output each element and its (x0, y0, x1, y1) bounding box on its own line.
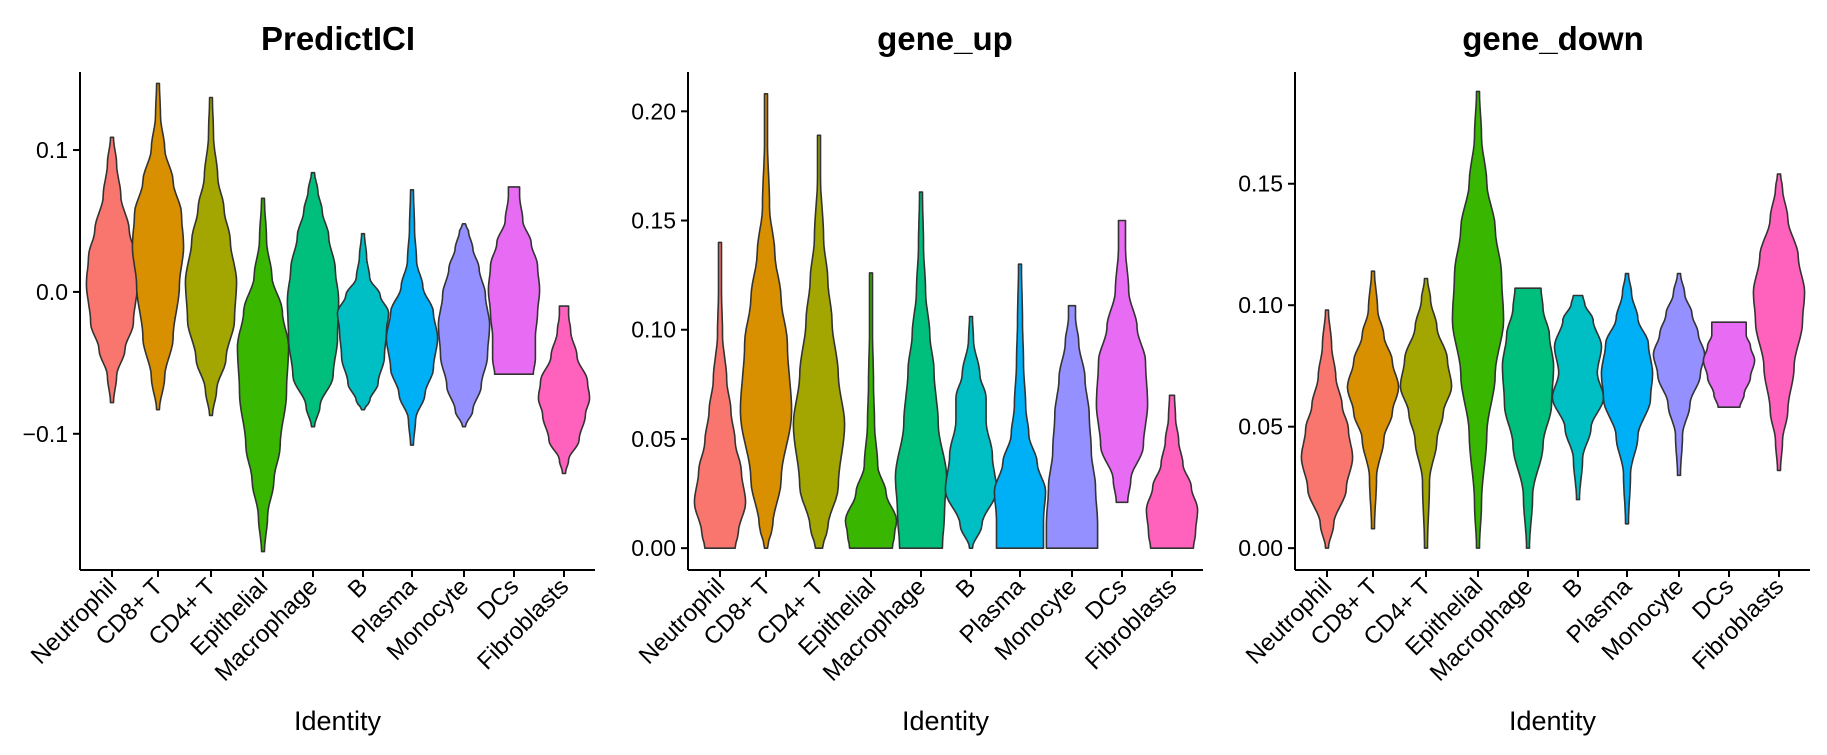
violin-dcs (1095, 219, 1149, 504)
x-axis-label: Identity (902, 706, 990, 736)
violin-cd4-t (792, 134, 846, 549)
violin-cd4-t (1399, 277, 1453, 549)
y-tick-label: 0.05 (1238, 414, 1283, 440)
violin-macrophage (286, 171, 340, 428)
violin-cd4-t (184, 96, 238, 417)
y-tick-label: 0.10 (631, 317, 676, 343)
x-tick-label: Fibroblasts (1080, 573, 1182, 675)
violin-epithelial (844, 272, 898, 549)
violin-cd8-t (131, 82, 185, 411)
violin-fibroblasts (1145, 394, 1199, 549)
x-axis-label: Identity (1509, 706, 1597, 736)
violin-plasma (385, 189, 439, 446)
chart-title: gene_up (877, 20, 1013, 57)
y-tick-label: 0.20 (631, 98, 676, 124)
x-tick-label: B (343, 573, 373, 603)
chart-title: gene_down (1462, 20, 1644, 57)
violin-monocyte (437, 223, 491, 428)
violin-epithelial (1451, 90, 1505, 549)
y-tick-label: 0.00 (631, 535, 676, 561)
violin-macrophage (1501, 287, 1555, 549)
panel-gene-up: gene_up0.000.050.100.150.20NeutrophilCD8… (631, 20, 1203, 736)
y-tick-label: 0.00 (1238, 535, 1283, 561)
violin-b (336, 232, 390, 411)
x-tick-label: B (951, 573, 981, 603)
violin-macrophage (894, 191, 948, 549)
violin-cd8-t (1346, 270, 1400, 530)
y-tick-label: 0.15 (631, 208, 676, 234)
y-tick-label: 0.05 (631, 426, 676, 452)
violin-plasma (1600, 272, 1654, 525)
violin-fibroblasts (1752, 173, 1806, 472)
violin-b (1551, 294, 1605, 501)
violin-neutrophil (85, 136, 139, 404)
violin-monocyte (1045, 304, 1099, 549)
violin-monocyte (1652, 272, 1706, 477)
violin-cd8-t (739, 93, 793, 549)
violin-fibroblasts (537, 305, 591, 475)
violin-epithelial (236, 197, 290, 553)
x-tick-label: Fibroblasts (1687, 573, 1789, 675)
panel-gene-down: gene_down0.000.050.100.15NeutrophilCD8+ … (1238, 20, 1810, 736)
violin-neutrophil (1300, 309, 1354, 549)
chart-title: PredictICI (261, 20, 415, 57)
y-tick-label: 0.10 (1238, 292, 1283, 318)
y-tick-label: 0.1 (36, 137, 68, 163)
violin-dcs (1702, 321, 1756, 408)
x-tick-label: B (1558, 573, 1588, 603)
violin-dcs (487, 186, 541, 375)
violin-neutrophil (693, 241, 747, 549)
violin-b (944, 315, 998, 549)
x-tick-label: Fibroblasts (472, 573, 574, 675)
y-tick-label: −0.1 (23, 421, 68, 447)
violin-plasma (993, 263, 1047, 549)
y-tick-label: 0.0 (36, 279, 68, 305)
y-tick-label: 0.15 (1238, 171, 1283, 197)
x-axis-label: Identity (294, 706, 382, 736)
